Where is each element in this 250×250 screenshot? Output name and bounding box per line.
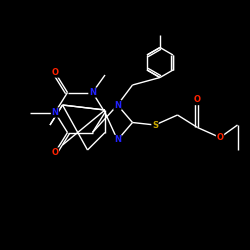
Text: S: S bbox=[152, 120, 158, 130]
Text: O: O bbox=[52, 68, 59, 77]
Text: N: N bbox=[114, 136, 121, 144]
Text: O: O bbox=[216, 133, 224, 142]
Text: O: O bbox=[194, 96, 201, 104]
Text: N: N bbox=[52, 108, 59, 117]
Text: O: O bbox=[52, 148, 59, 157]
Text: N: N bbox=[114, 100, 121, 110]
Text: N: N bbox=[89, 88, 96, 97]
